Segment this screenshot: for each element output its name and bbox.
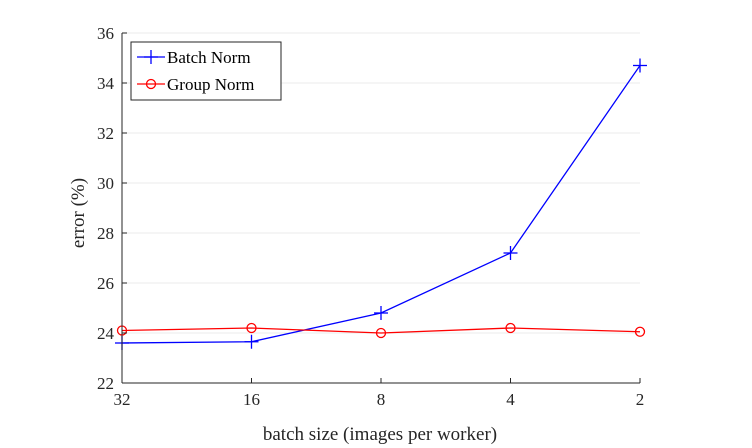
x-tick-label: 2 (636, 390, 645, 409)
x-tick-label: 8 (377, 390, 386, 409)
x-axis-label: batch size (images per worker) (263, 424, 497, 445)
x-tick-label: 4 (506, 390, 515, 409)
y-tick-label: 28 (97, 224, 114, 243)
series-layer (115, 58, 647, 350)
legend-label-batch-norm: Batch Norm (167, 48, 251, 67)
axes: 22 24 26 28 30 32 34 36 32 16 8 4 2 (97, 24, 644, 409)
group-norm-point (505, 322, 516, 334)
batch-norm-point (244, 334, 259, 349)
x-tick-label: 32 (114, 390, 131, 409)
x-tick-label: 16 (243, 390, 260, 409)
y-axis-label: error (%) (68, 178, 89, 248)
y-tick-label: 24 (97, 324, 115, 343)
legend: Batch Norm Group Norm (130, 41, 282, 101)
group-norm-point (634, 326, 646, 337)
y-tick-label: 30 (97, 174, 114, 193)
legend-label-group-norm: Group Norm (167, 75, 254, 94)
group-norm-line (121, 327, 641, 334)
y-tick-label: 34 (97, 74, 115, 93)
batch-norm-point (633, 58, 647, 73)
group-norm-point (375, 327, 387, 339)
batch-norm-point (374, 306, 388, 320)
legend-marker-group-norm (145, 78, 157, 90)
batch-norm-point (503, 246, 518, 260)
legend-box (130, 41, 282, 101)
y-tick-label: 36 (97, 24, 114, 43)
y-tick-label: 26 (97, 274, 114, 293)
legend-marker-batch-norm (144, 50, 158, 64)
y-tick-label: 32 (97, 124, 114, 143)
y-tick-label: 22 (97, 374, 114, 393)
batch-norm-line (121, 65, 641, 344)
group-norm-point (246, 322, 257, 334)
